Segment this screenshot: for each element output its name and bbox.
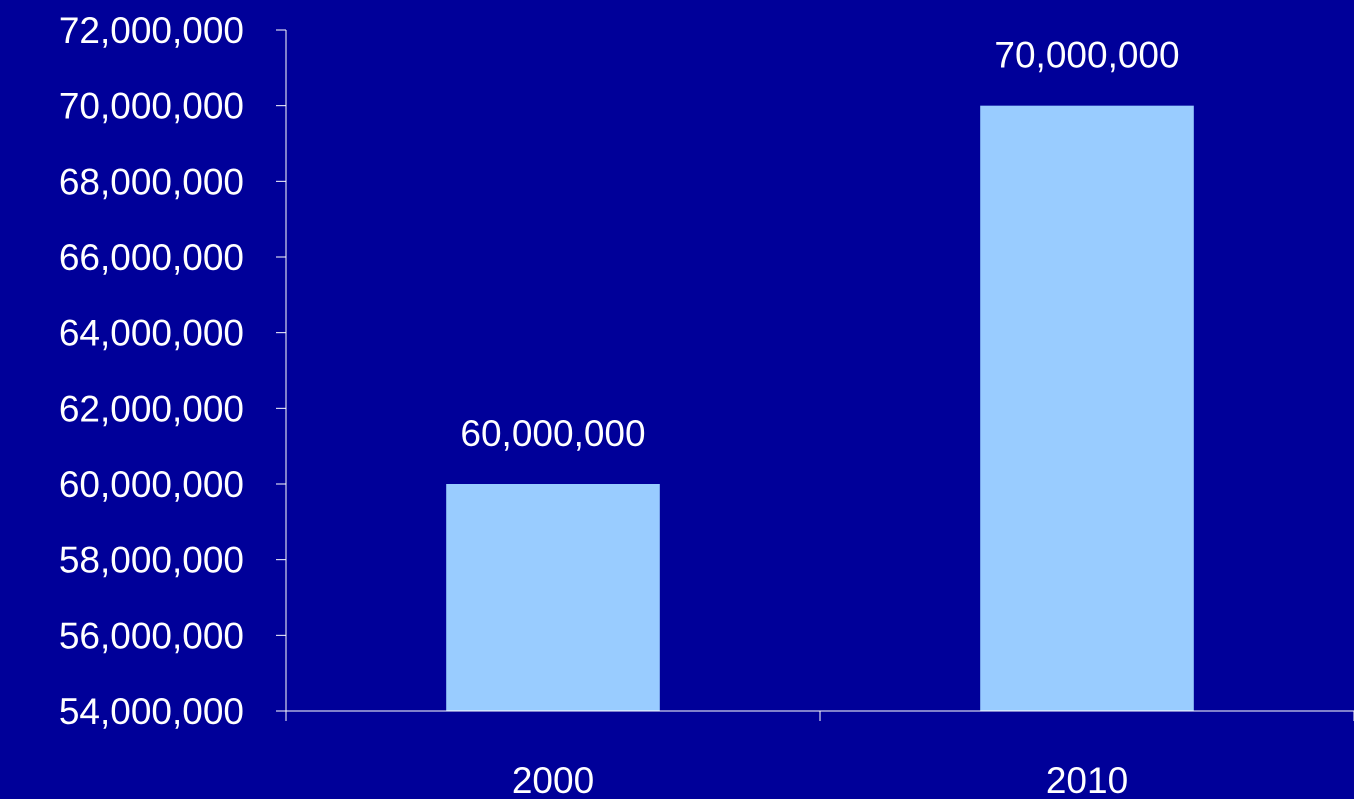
axes-group	[285, 30, 1354, 721]
data-labels-group: 60,000,000 70,000,000	[460, 35, 1179, 454]
y-tick-label: 62,000,000	[59, 388, 244, 429]
y-axis-ticks: 54,000,000 56,000,000 58,000,000 60,000,000…	[59, 10, 286, 732]
bars-group	[446, 105, 1194, 711]
x-category-label-2000: 2000	[512, 760, 594, 799]
y-tick-label: 66,000,000	[59, 237, 244, 278]
bar-2010	[980, 105, 1194, 711]
data-label-2000: 60,000,000	[460, 413, 645, 454]
y-tick-label: 58,000,000	[59, 540, 244, 581]
y-tick-label: 64,000,000	[59, 313, 244, 354]
y-tick-label: 56,000,000	[59, 615, 244, 656]
y-tick-label: 72,000,000	[59, 10, 244, 51]
y-tick-label: 68,000,000	[59, 161, 244, 202]
y-tick-label: 60,000,000	[59, 464, 244, 505]
bar-2000	[446, 484, 660, 711]
x-category-label-2010: 2010	[1046, 760, 1128, 799]
x-axis-labels: 2000 2010	[512, 760, 1128, 799]
y-tick-label: 54,000,000	[59, 691, 244, 732]
y-tick-label: 70,000,000	[59, 86, 244, 127]
data-label-2010: 70,000,000	[994, 35, 1179, 76]
